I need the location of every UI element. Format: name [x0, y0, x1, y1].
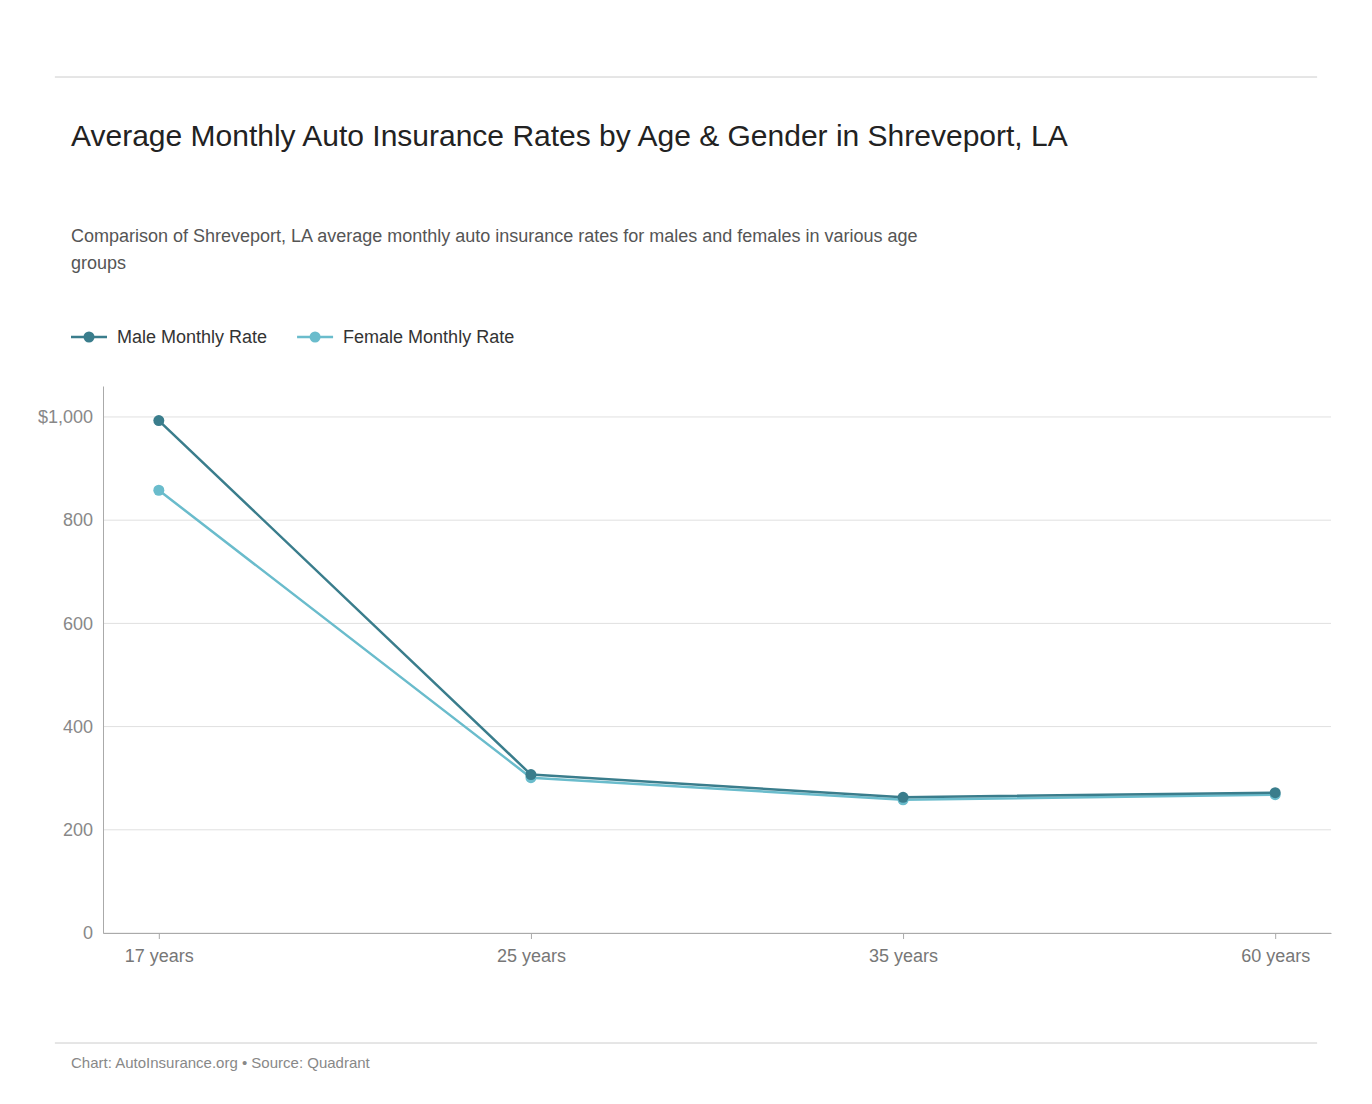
y-tick-label: $1,000 [38, 407, 93, 427]
y-tick-label: 200 [63, 820, 93, 840]
line [159, 421, 1275, 798]
x-tick: 35 years [869, 933, 938, 966]
grid-line [103, 623, 1331, 624]
legend-label: Female Monthly Rate [343, 327, 514, 347]
separator [55, 1043, 1317, 1044]
x-tick-label: 25 years [497, 946, 566, 966]
y-axis-line [103, 387, 104, 934]
grid-line [103, 933, 1331, 934]
caption: Chart: AutoInsurance.org • Source: Quadr… [71, 1054, 371, 1071]
point [898, 792, 909, 803]
subtitle-line: Comparison of Shreveport, LA average mon… [71, 226, 917, 246]
x-tick-mark [1275, 933, 1276, 939]
y-tick-label: 0 [83, 923, 93, 943]
y-tick: 600 [63, 614, 103, 634]
legend-swatch-marker [84, 332, 95, 343]
x-tick: 17 years [125, 933, 194, 966]
y-tick-label: 800 [63, 510, 93, 530]
x-tick-label: 35 years [869, 946, 938, 966]
grid-line [103, 726, 1331, 727]
subtitle-line: groups [71, 253, 126, 273]
y-tick: $1,000 [38, 407, 103, 427]
y-tick: 0 [83, 923, 103, 943]
grid-line [103, 416, 1331, 417]
line [159, 490, 1275, 800]
x-tick-label: 60 years [1241, 946, 1310, 966]
series [153, 485, 1280, 806]
x-tick: 25 years [497, 933, 566, 966]
legend-label: Male Monthly Rate [117, 327, 267, 347]
y-tick-label: 400 [63, 717, 93, 737]
legend-swatch-marker [310, 332, 321, 343]
legend-item: Male Monthly Rate [71, 327, 267, 347]
point [1270, 787, 1281, 798]
point [153, 485, 164, 496]
grid [103, 417, 1331, 933]
point [525, 769, 536, 780]
x-tick-mark [903, 933, 904, 939]
y-tick: 800 [63, 510, 103, 530]
x-tick-mark [531, 933, 532, 939]
separator [55, 77, 1317, 78]
plot-area [153, 415, 1280, 805]
y-tick: 400 [63, 717, 103, 737]
grid-line [103, 520, 1331, 521]
legend: Male Monthly Rate Female Monthly Rate [71, 327, 514, 347]
x-tick-label: 17 years [125, 946, 194, 966]
y-axis: 0 200 400 600 800 $1,000 [38, 387, 104, 944]
y-tick: 200 [63, 820, 103, 840]
x-axis: 17 years 25 years 35 years 60 years [104, 933, 1332, 966]
chart: Average Monthly Auto Insurance Rates by … [0, 0, 1372, 1104]
x-axis-line [104, 933, 1332, 934]
x-tick-mark [159, 933, 160, 939]
grid-line [103, 829, 1331, 830]
series [153, 415, 1280, 803]
legend-item: Female Monthly Rate [297, 327, 514, 347]
x-tick: 60 years [1241, 933, 1310, 966]
title: Average Monthly Auto Insurance Rates by … [71, 119, 1068, 152]
point [153, 415, 164, 426]
y-tick-label: 600 [63, 614, 93, 634]
subtitle: Comparison of Shreveport, LA average mon… [71, 226, 917, 273]
